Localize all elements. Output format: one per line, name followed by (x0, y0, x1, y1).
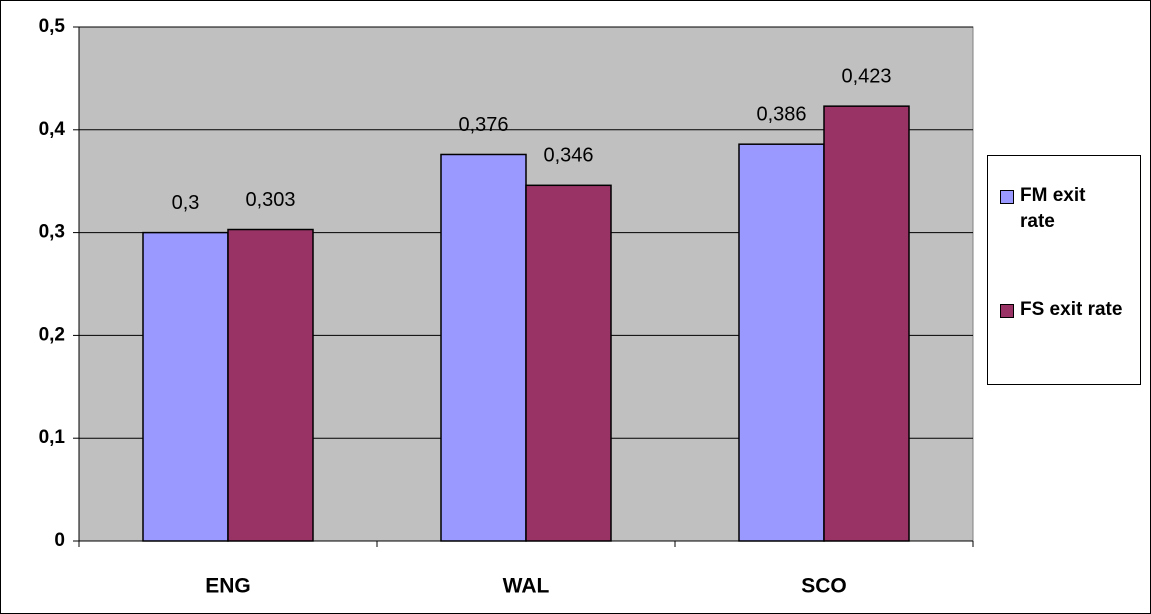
y-tick-label: 0,3 (39, 222, 65, 243)
legend: FM exit rate FS exit rate (987, 155, 1141, 385)
legend-label: FM exit rate (1020, 185, 1086, 232)
legend-item: FS exit rate (1000, 297, 1130, 323)
legend-item: FM exit rate (1000, 183, 1130, 235)
y-tick-label: 0 (54, 530, 65, 551)
x-tick-label: WAL (503, 575, 550, 598)
value-label: 0,423 (841, 65, 891, 87)
y-tick-label: 0,2 (39, 324, 65, 345)
value-label: 0,346 (543, 145, 593, 167)
bar (525, 184, 612, 542)
y-tick-label: 0,1 (39, 427, 66, 448)
y-tick-label: 0,5 (39, 16, 66, 37)
legend-swatch (1000, 190, 1014, 204)
legend-swatch (1000, 304, 1014, 318)
bar (738, 143, 825, 542)
value-label: 0,386 (756, 103, 806, 125)
legend-label: FS exit rate (1020, 299, 1123, 320)
value-label: 0,376 (458, 114, 508, 136)
bar (440, 153, 527, 542)
bar (227, 228, 314, 542)
bar (142, 231, 229, 542)
bar (823, 105, 910, 542)
x-tick-label: ENG (205, 575, 251, 598)
value-label: 0,303 (245, 189, 295, 211)
value-label: 0,3 (172, 192, 200, 214)
x-tick-label: SCO (801, 575, 847, 598)
y-tick-label: 0,4 (39, 119, 66, 140)
